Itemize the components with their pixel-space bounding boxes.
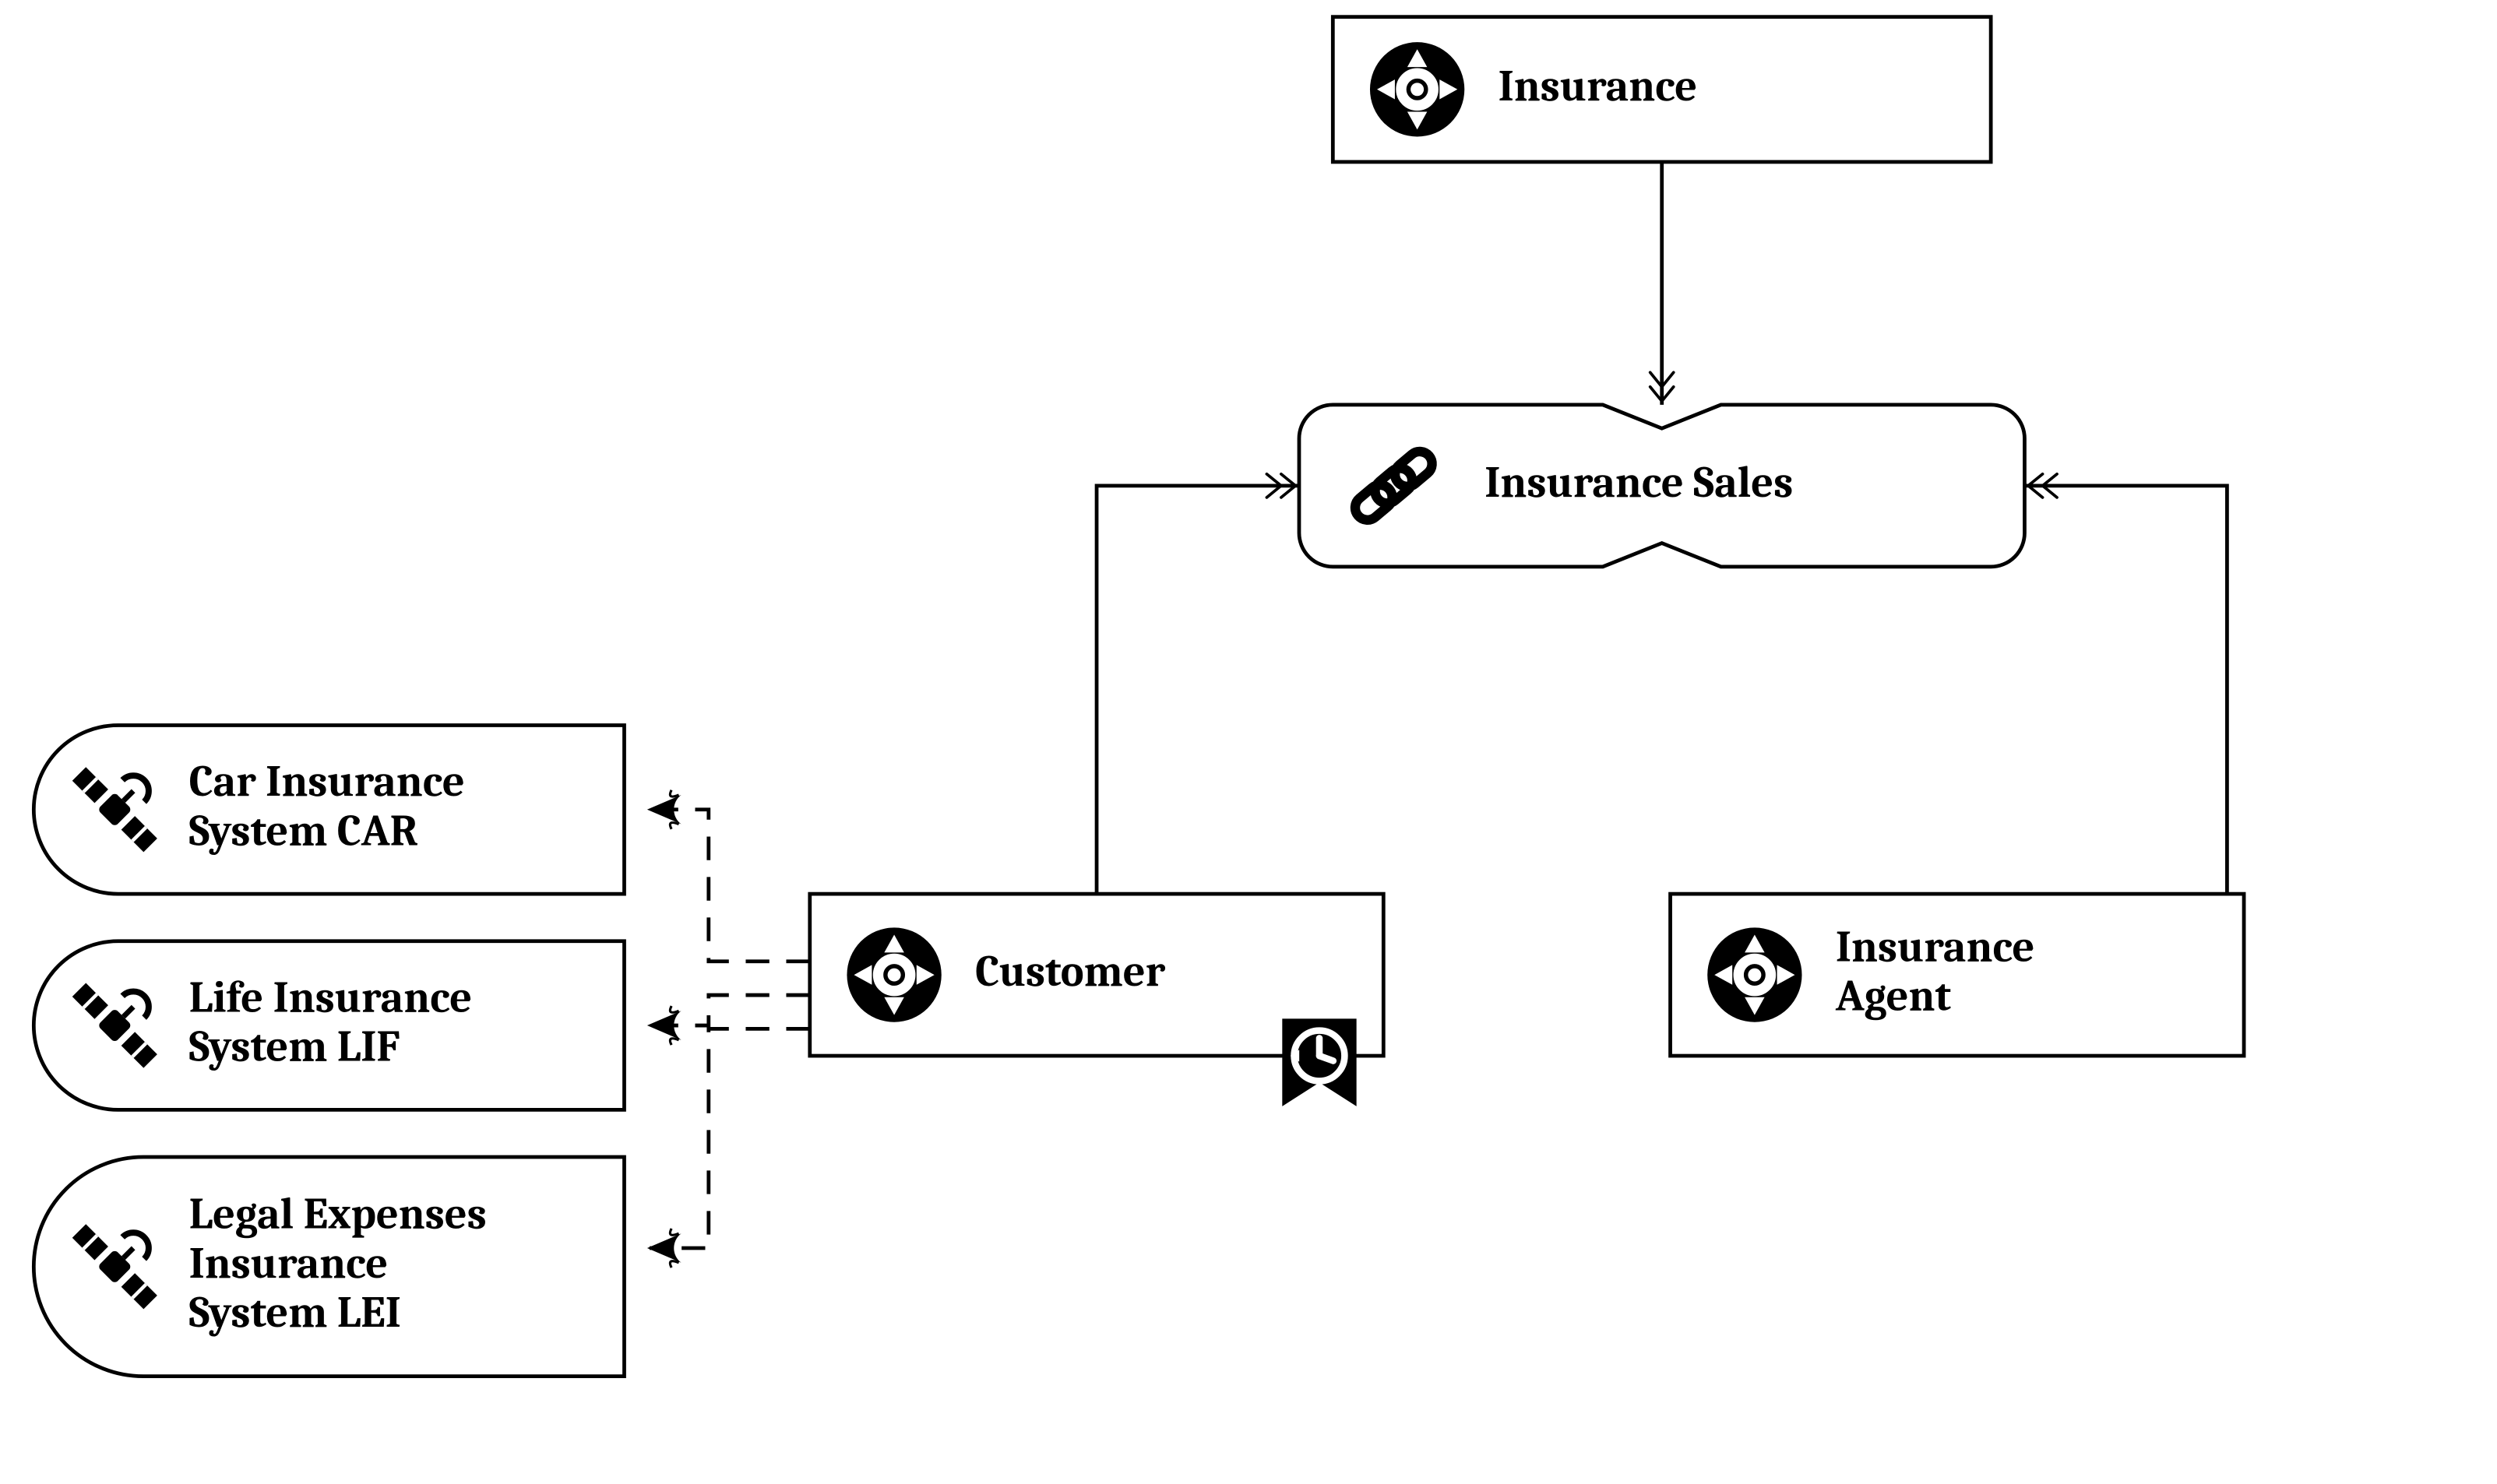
label-insurance_sales: Insurance Sales (1484, 457, 1793, 508)
label-customer: Customer (975, 947, 1166, 997)
node-car_system: Car InsuranceSystem CAR (33, 725, 624, 894)
node-insurance_sales: Insurance Sales (1299, 405, 2024, 567)
label-insurance: Insurance (1499, 61, 1698, 111)
architecture-diagram: Insurance Insurance Sales Customer Insuranc… (0, 0, 2497, 1484)
node-insurance: Insurance (1333, 17, 1991, 162)
node-insurance_agent: InsuranceAgent (1671, 894, 2245, 1056)
node-legal_system: Legal ExpensesInsuranceSystem LEI (33, 1157, 624, 1377)
node-life_system: Life InsuranceSystem LIF (33, 941, 624, 1110)
